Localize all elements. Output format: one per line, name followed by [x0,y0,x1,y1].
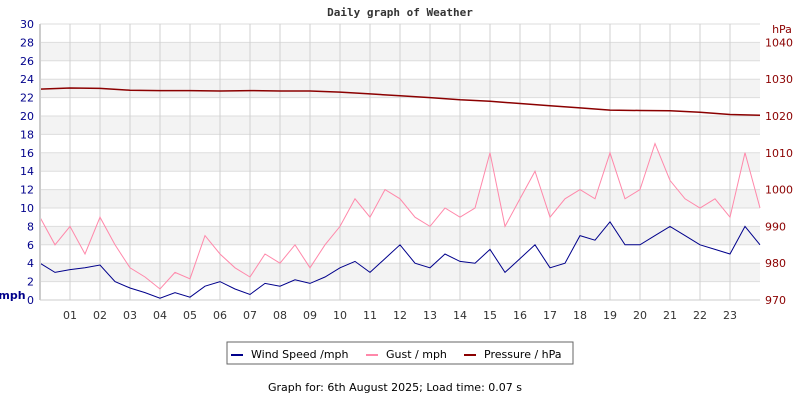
left-tick-label: 8 [27,220,34,233]
left-tick-label: 18 [20,128,34,141]
x-tick-label: 02 [93,309,107,322]
x-tick-label: 17 [543,309,557,322]
right-tick-label: 1030 [765,73,793,86]
left-tick-label: 22 [20,92,34,105]
x-tick-label: 05 [183,309,197,322]
x-tick-label: 09 [303,309,317,322]
x-tick-label: 06 [213,309,227,322]
legend: Wind Speed /mph Gust / mph Pressure / hP… [226,341,574,365]
left-tick-label: 6 [27,239,34,252]
x-tick-label: 14 [453,309,467,322]
left-tick-label: 16 [20,147,34,160]
legend-wind: Wind Speed /mph [251,348,349,361]
footer-text: Graph for: 6th August 2025; Load time: 0… [268,381,522,394]
left-tick-label: 20 [20,110,34,123]
left-tick-label: 2 [27,276,34,289]
x-tick-label: 01 [63,309,77,322]
x-tick-label: 08 [273,309,287,322]
series-line-gust [39,142,761,290]
left-tick-label: 10 [20,202,34,215]
left-tick-label: 26 [20,55,34,68]
x-tick-label: 18 [573,309,587,322]
left-axis-label: mph [0,289,26,302]
right-tick-label: 1000 [765,184,793,197]
right-axis-label: hPa [772,23,792,36]
left-tick-label: 0 [27,294,34,307]
x-tick-label: 07 [243,309,257,322]
x-tick-label: 19 [603,309,617,322]
left-tick-label: 14 [20,165,34,178]
x-tick-label: 11 [363,309,377,322]
left-tick-label: 28 [20,36,34,49]
x-tick-label: 12 [393,309,407,322]
x-tick-label: 23 [723,309,737,322]
x-tick-label: 13 [423,309,437,322]
right-tick-label: 1010 [765,147,793,160]
left-tick-label: 24 [20,73,34,86]
legend-gust: Gust / mph [386,348,447,361]
x-tick-label: 10 [333,309,347,322]
right-tick-label: 1020 [765,110,793,123]
series-line-wind-speed [39,220,761,299]
x-tick-label: 16 [513,309,527,322]
x-tick-label: 03 [123,309,137,322]
chart-title: Daily graph of Weather [327,6,473,19]
right-tick-label: 990 [765,220,786,233]
left-tick-label: 12 [20,184,34,197]
right-tick-label: 980 [765,257,786,270]
left-tick-label: 30 [20,18,34,31]
x-tick-label: 22 [693,309,707,322]
legend-pressure: Pressure / hPa [484,348,562,361]
x-tick-label: 04 [153,309,167,322]
series-line-pressure [39,87,761,117]
right-tick-label: 1040 [765,36,793,49]
left-tick-label: 4 [27,257,34,270]
x-tick-label: 20 [633,309,647,322]
x-tick-label: 21 [663,309,677,322]
right-tick-label: 970 [765,294,786,307]
x-tick-label: 15 [483,309,497,322]
